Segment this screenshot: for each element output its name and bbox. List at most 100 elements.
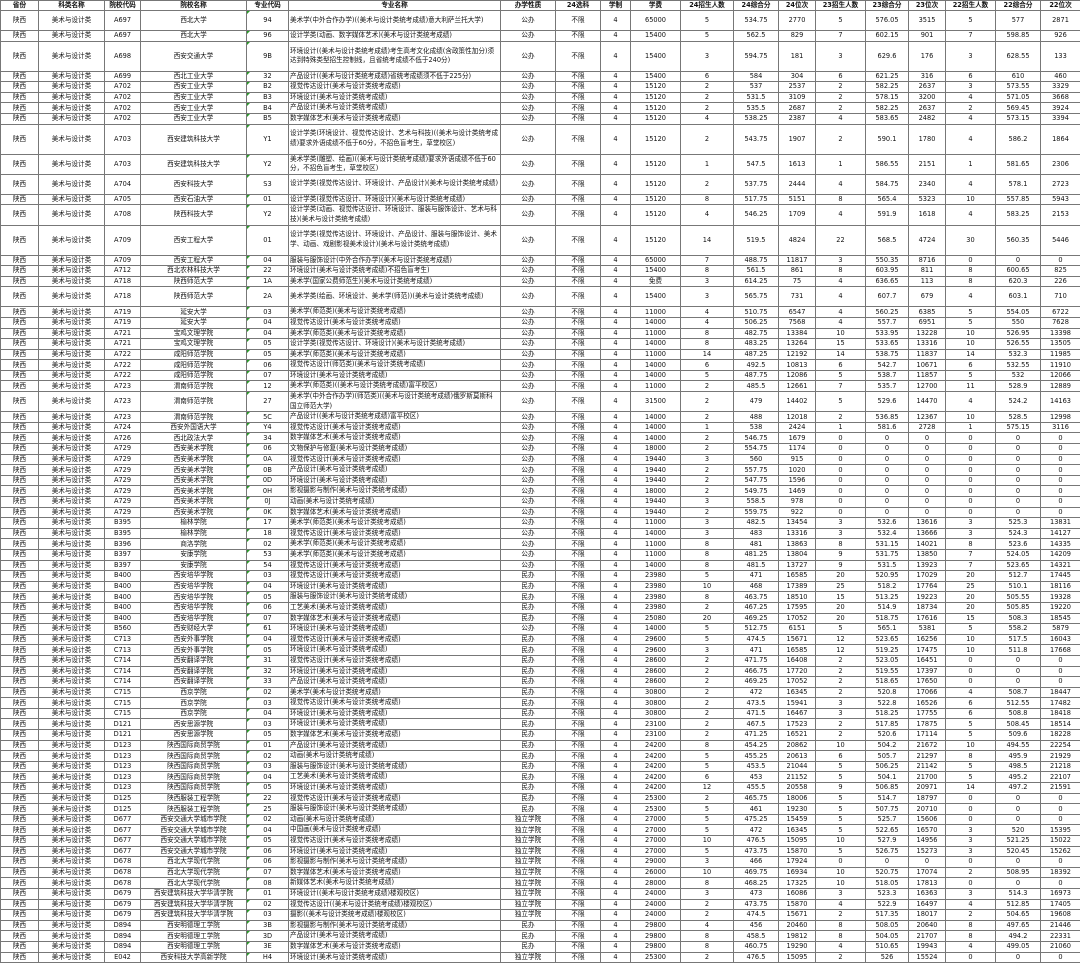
cell-score-22: 586.2 [996, 124, 1041, 154]
cell-score-23: 525.7 [866, 814, 909, 825]
cell-rank-22: 7628 [1041, 317, 1080, 328]
cell-score-23: 582.25 [866, 103, 909, 114]
cell-major-code: 01 [247, 225, 289, 255]
header-school-code: 院校代码 [105, 1, 141, 11]
cell-major-name: 设计学类(视觉传达设计、环境设计)(美术与设计类统考成绩) [289, 194, 501, 205]
cell-rank-22: 21446 [1041, 920, 1080, 931]
cell-subject-req: 不限 [556, 154, 601, 174]
cell-major-code: 0A [247, 454, 289, 465]
cell-school-name: 西安培华学院 [141, 571, 247, 582]
cell-enroll-24: 4 [681, 113, 734, 124]
cell-school-type: 公办 [501, 154, 556, 174]
cell-rank-23: 0 [909, 444, 946, 455]
cell-tuition: 30800 [631, 687, 681, 698]
cell-major-name: 影视摄影与制作(美术与设计类统考成绩) [289, 486, 501, 497]
cell-subject-req: 不限 [556, 174, 601, 194]
cell-rank-24: 16521 [779, 730, 816, 741]
cell-rank-23: 3515 [909, 11, 946, 31]
cell-school-name: 榆林学院 [141, 528, 247, 539]
cell-enroll-24: 3 [681, 645, 734, 656]
cell-score-23: 519.25 [866, 645, 909, 656]
cell-enroll-23: 2 [816, 719, 866, 730]
cell-tuition: 29600 [631, 634, 681, 645]
cell-score-22: 603.1 [996, 287, 1041, 307]
cell-major-name: 视觉传达设计(美术与设计类统考成绩) [289, 454, 501, 465]
cell-school-name: 西安工程大学 [141, 225, 247, 255]
cell-rank-22: 3329 [1041, 82, 1080, 93]
cell-rank-24: 13727 [779, 560, 816, 571]
cell-years: 4 [601, 878, 631, 889]
cell-score-24: 471 [734, 571, 779, 582]
cell-enroll-23: 5 [816, 825, 866, 836]
cell-subject-req: 不限 [556, 92, 601, 103]
cell-school-name: 西京学院 [141, 698, 247, 709]
cell-enroll-24: 12 [681, 783, 734, 794]
cell-enroll-23: 8 [816, 931, 866, 942]
cell-major-code: 32 [247, 71, 289, 82]
cell-enroll-24: 5 [681, 624, 734, 635]
cell-rank-22: 18116 [1041, 581, 1080, 592]
cell-rank-22: 1864 [1041, 124, 1080, 154]
cell-score-23: 0 [866, 497, 909, 508]
cell-enroll-22: 0 [946, 444, 996, 455]
cell-subject-req: 不限 [556, 846, 601, 857]
cell-school-name: 陕西服装工程学院 [141, 793, 247, 804]
cell-school-name: 陕西师范大学 [141, 287, 247, 307]
cell-province: 陕西 [1, 910, 39, 921]
cell-major-name: 美术学(师范类)(美术与设计类统考成绩) [289, 549, 501, 560]
cell-subject-req: 不限 [556, 867, 601, 878]
cell-subject-req: 不限 [556, 899, 601, 910]
cell-enroll-23: 2 [816, 666, 866, 677]
cell-enroll-23: 2 [816, 655, 866, 666]
cell-major-code: 03 [247, 719, 289, 730]
cell-years: 4 [601, 113, 631, 124]
cell-rank-24: 1907 [779, 124, 816, 154]
cell-score-24: 469.25 [734, 677, 779, 688]
cell-category: 美术与设计类 [39, 266, 105, 277]
cell-tuition: 14000 [631, 317, 681, 328]
cell-rank-22: 22107 [1041, 772, 1080, 783]
cell-enroll-22: 0 [946, 857, 996, 868]
cell-enroll-23: 5 [816, 793, 866, 804]
cell-enroll-24: 2 [681, 910, 734, 921]
cell-major-code: 53 [247, 549, 289, 560]
cell-score-24: 487.75 [734, 370, 779, 381]
cell-category: 美术与设计类 [39, 255, 105, 266]
cell-rank-23: 16497 [909, 899, 946, 910]
cell-enroll-22: 4 [946, 287, 996, 307]
cell-subject-req: 不限 [556, 645, 601, 656]
cell-rank-22: 0 [1041, 475, 1080, 486]
cell-enroll-24: 5 [681, 804, 734, 815]
cell-score-22: 512.85 [996, 899, 1041, 910]
cell-major-code: 96 [247, 31, 289, 42]
cell-major-name: 动画(美术与设计类统考成绩) [289, 814, 501, 825]
cell-school-code: B400 [105, 571, 141, 582]
cell-rank-23: 17650 [909, 677, 946, 688]
cell-rank-24: 6547 [779, 307, 816, 318]
cell-score-23: 531.5 [866, 560, 909, 571]
cell-enroll-23: 0 [816, 497, 866, 508]
cell-school-code: D123 [105, 783, 141, 794]
cell-rank-22: 18418 [1041, 708, 1080, 719]
cell-school-type: 公办 [501, 560, 556, 571]
cell-school-name: 西北大学 [141, 31, 247, 42]
cell-enroll-22: 25 [946, 581, 996, 592]
cell-enroll-22: 3 [946, 836, 996, 847]
cell-enroll-24: 2 [681, 433, 734, 444]
cell-score-22: 497.65 [996, 920, 1041, 931]
cell-score-24: 455.5 [734, 783, 779, 794]
cell-score-23: 591.9 [866, 205, 909, 225]
cell-score-22: 0 [996, 857, 1041, 868]
cell-enroll-23: 4 [816, 307, 866, 318]
cell-score-23: 565.4 [866, 194, 909, 205]
cell-school-type: 公办 [501, 82, 556, 93]
cell-years: 4 [601, 507, 631, 518]
cell-enroll-24: 2 [681, 655, 734, 666]
cell-subject-req: 不限 [556, 772, 601, 783]
cell-school-type: 公办 [501, 92, 556, 103]
